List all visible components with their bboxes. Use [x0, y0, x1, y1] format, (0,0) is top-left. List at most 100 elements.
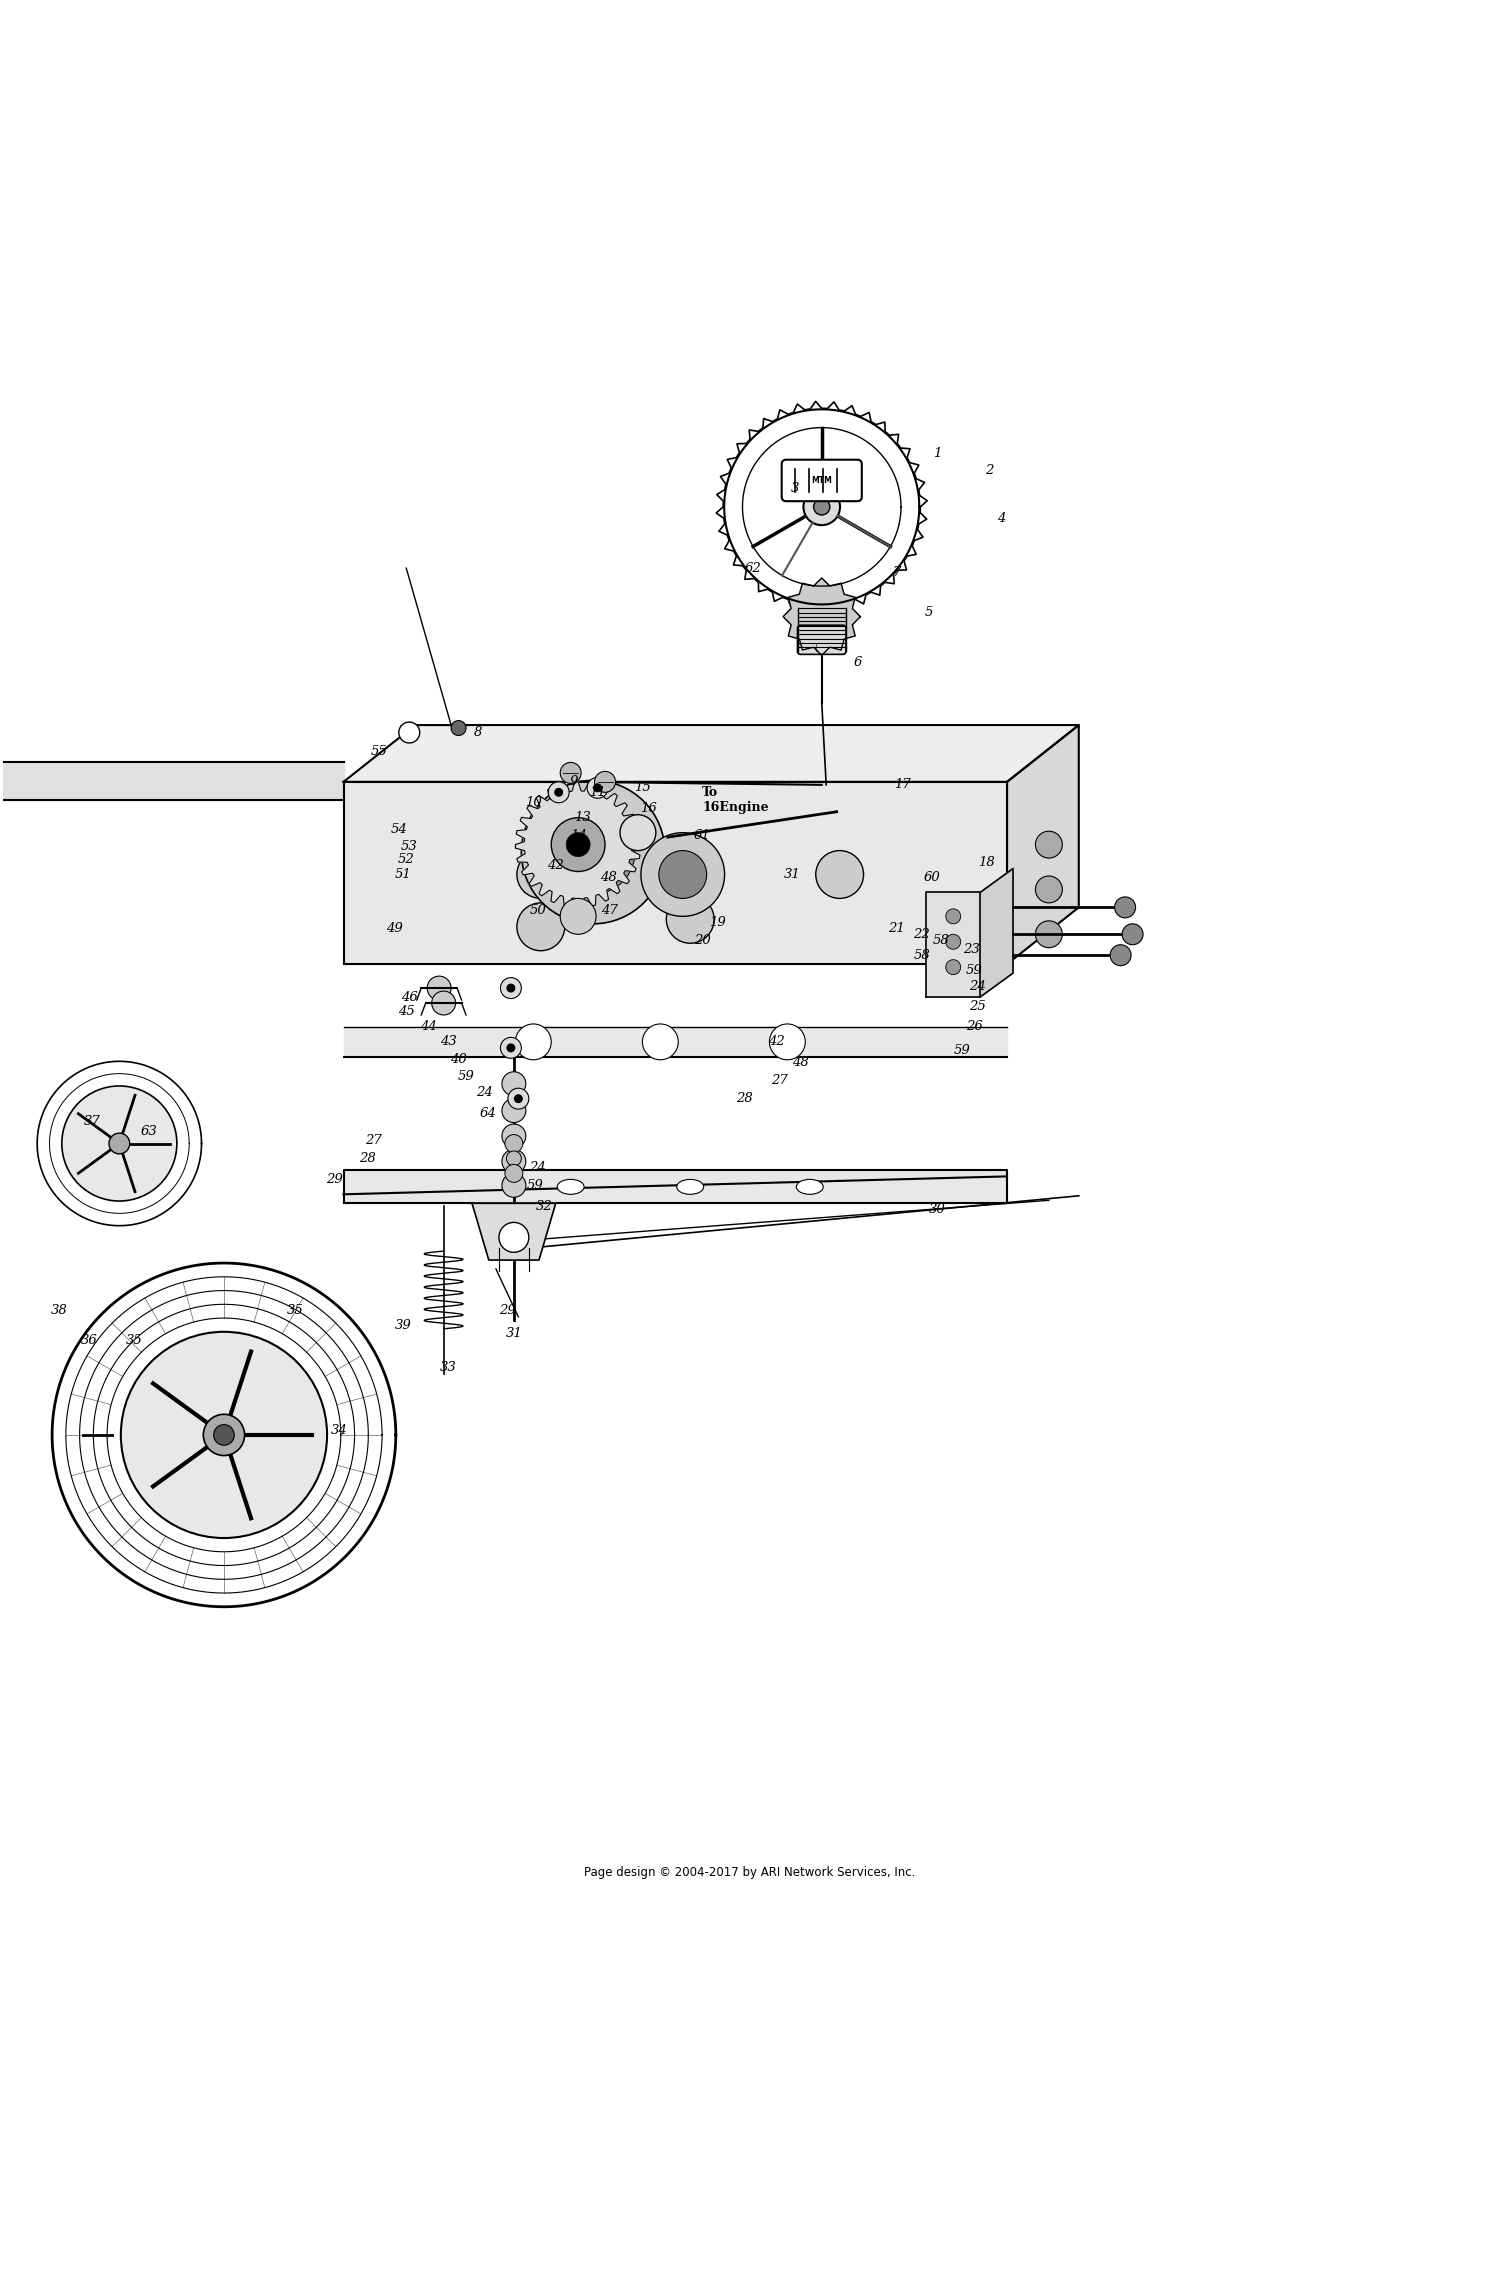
Text: 20: 20 [694, 933, 711, 947]
Text: 18: 18 [978, 855, 994, 869]
Circle shape [507, 983, 516, 993]
Circle shape [503, 1125, 526, 1148]
Text: 59: 59 [966, 963, 982, 977]
Circle shape [770, 1025, 806, 1059]
Text: 52: 52 [398, 853, 414, 867]
Polygon shape [344, 725, 1078, 782]
Text: 36: 36 [81, 1333, 98, 1347]
Text: 59: 59 [526, 1178, 543, 1192]
Circle shape [550, 810, 634, 894]
Text: 28: 28 [735, 1093, 753, 1105]
Text: 2: 2 [986, 464, 993, 478]
Circle shape [452, 720, 466, 736]
Ellipse shape [796, 1180, 824, 1194]
Text: MTM: MTM [812, 476, 832, 485]
Text: 44: 44 [420, 1020, 436, 1034]
Circle shape [432, 990, 456, 1015]
Circle shape [554, 787, 562, 796]
Text: Page design © 2004-2017 by ARI Network Services, Inc.: Page design © 2004-2017 by ARI Network S… [585, 1866, 915, 1880]
Text: 27: 27 [771, 1075, 789, 1086]
Circle shape [507, 1150, 522, 1166]
Ellipse shape [556, 1180, 584, 1194]
Circle shape [1122, 924, 1143, 945]
Polygon shape [344, 1171, 1007, 1203]
Circle shape [566, 832, 590, 858]
Polygon shape [783, 579, 861, 656]
Text: 21: 21 [888, 922, 904, 935]
Polygon shape [927, 892, 980, 997]
Polygon shape [1007, 725, 1078, 965]
Circle shape [666, 851, 714, 899]
Text: 33: 33 [440, 1361, 456, 1374]
Circle shape [516, 1025, 550, 1059]
Circle shape [804, 489, 840, 526]
Circle shape [813, 499, 830, 515]
Circle shape [1035, 922, 1062, 947]
Text: 29: 29 [326, 1173, 344, 1187]
Text: 35: 35 [288, 1304, 304, 1317]
Ellipse shape [676, 1180, 703, 1194]
Text: 5: 5 [926, 606, 933, 620]
Circle shape [594, 771, 615, 791]
Circle shape [501, 1038, 522, 1059]
Circle shape [427, 977, 451, 999]
Text: 24: 24 [530, 1162, 546, 1173]
Text: 45: 45 [398, 1006, 414, 1018]
Circle shape [503, 1073, 526, 1095]
Text: 58: 58 [914, 949, 930, 963]
Text: 16: 16 [640, 803, 657, 814]
Circle shape [514, 1093, 523, 1102]
Polygon shape [344, 782, 1007, 965]
Polygon shape [516, 782, 640, 908]
Text: 28: 28 [358, 1153, 376, 1164]
Text: 11: 11 [590, 787, 606, 798]
FancyBboxPatch shape [782, 460, 862, 501]
Circle shape [816, 851, 864, 899]
Circle shape [518, 851, 564, 899]
Text: 24: 24 [969, 981, 986, 993]
Text: 37: 37 [84, 1114, 100, 1127]
Circle shape [1110, 945, 1131, 965]
Circle shape [507, 1043, 516, 1052]
Text: 27: 27 [364, 1134, 382, 1148]
Circle shape [658, 851, 706, 899]
Circle shape [666, 897, 714, 942]
Text: 31: 31 [783, 869, 800, 880]
Circle shape [522, 780, 664, 924]
Text: 47: 47 [602, 903, 618, 917]
Circle shape [122, 1331, 327, 1539]
Text: 13: 13 [574, 812, 591, 823]
FancyBboxPatch shape [798, 624, 846, 654]
Text: 30: 30 [928, 1203, 945, 1217]
Text: 1: 1 [933, 446, 940, 460]
Text: 23: 23 [963, 942, 980, 956]
Text: 19: 19 [708, 915, 726, 929]
Text: 46: 46 [400, 990, 417, 1004]
Circle shape [213, 1425, 234, 1445]
Circle shape [501, 977, 522, 999]
Text: 17: 17 [894, 778, 910, 791]
Text: 60: 60 [924, 871, 940, 885]
Circle shape [550, 819, 604, 871]
Text: 59: 59 [458, 1070, 474, 1082]
Text: 48: 48 [600, 871, 616, 885]
Circle shape [560, 762, 580, 784]
Polygon shape [716, 400, 927, 613]
FancyBboxPatch shape [804, 645, 840, 652]
Circle shape [110, 1132, 129, 1155]
Circle shape [518, 903, 564, 951]
Circle shape [946, 961, 960, 974]
Text: 34: 34 [330, 1425, 348, 1436]
Text: 64: 64 [480, 1107, 496, 1121]
Circle shape [503, 1173, 526, 1198]
Text: 51: 51 [394, 869, 411, 880]
Circle shape [946, 935, 960, 949]
Text: 53: 53 [400, 839, 417, 853]
Text: 15: 15 [634, 782, 651, 794]
Polygon shape [344, 1027, 1007, 1057]
Text: 10: 10 [525, 796, 542, 810]
Circle shape [1114, 897, 1136, 917]
Text: 50: 50 [530, 903, 546, 917]
Text: 3: 3 [790, 483, 800, 496]
Text: 63: 63 [141, 1125, 158, 1139]
